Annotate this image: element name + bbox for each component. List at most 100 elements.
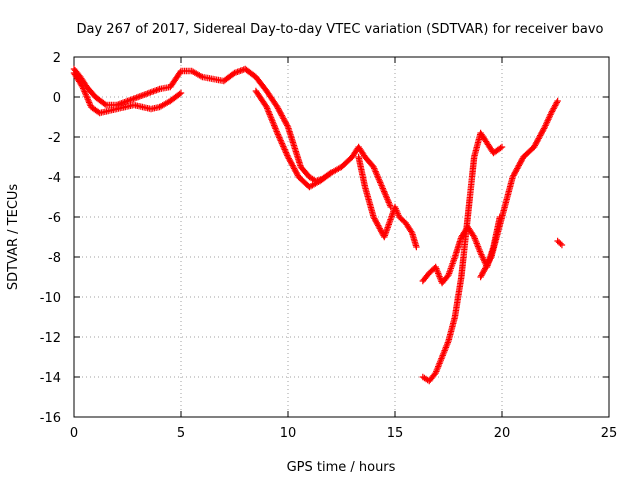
x-tick-labels: 0 5 10 15 20 25: [70, 426, 617, 441]
data-point-interp: [538, 129, 545, 136]
data-point-interp: [197, 72, 205, 80]
data-point-interp: [485, 259, 492, 266]
data-point-interp: [514, 163, 522, 171]
data-point-interp: [280, 116, 288, 124]
data-point-interp: [269, 117, 276, 124]
data-point: [477, 273, 484, 281]
data-point-interp: [553, 99, 561, 106]
data-point-interp: [485, 258, 493, 265]
data-point-interp: [265, 109, 273, 117]
data-point-interp: [266, 111, 273, 118]
data-point-interp: [376, 225, 383, 232]
y-axis-title: SDTVAR / TECUs: [6, 184, 21, 291]
y-tick-label: -8: [48, 251, 61, 266]
data-point-interp: [290, 165, 298, 172]
data-point-interp: [481, 265, 489, 272]
data-point-interp: [287, 159, 295, 166]
data-point-interp: [280, 143, 287, 150]
data-point-interp: [278, 112, 286, 119]
x-tick-label: 10: [280, 426, 297, 441]
x-axis-title: GPS time / hours: [287, 460, 396, 475]
data-point-interp: [291, 166, 299, 174]
data-point-interp: [276, 135, 284, 143]
data-point-interp: [514, 165, 521, 172]
data-point-interp: [534, 136, 542, 144]
data-point-interp: [533, 139, 540, 146]
data-point-interp: [484, 260, 491, 268]
data-point-interp: [262, 102, 269, 109]
data-point: [554, 97, 561, 105]
data-point-interp: [512, 168, 519, 175]
data-point-interp: [482, 263, 490, 271]
data-point-interp: [281, 118, 289, 125]
data-point-interp: [293, 170, 301, 178]
data-point: [530, 143, 538, 151]
data-point-interp: [532, 140, 539, 148]
data-point-interp: [478, 270, 486, 278]
x-tick-label: 5: [177, 426, 185, 441]
data-point-interp: [290, 163, 297, 171]
data-point-interp: [408, 228, 415, 235]
y-tick-label: -14: [40, 371, 61, 386]
data-point-interp: [481, 266, 488, 274]
data-point-interp: [268, 116, 275, 123]
data-point-interp: [373, 219, 380, 226]
x-tick-label: 25: [601, 426, 618, 441]
chart-title: Day 267 of 2017, Sidereal Day-to-day VTE…: [77, 22, 604, 37]
data-point-interp: [478, 272, 485, 279]
data-point: [370, 213, 377, 221]
data-point-interp: [285, 155, 292, 162]
data-point-interp: [278, 138, 285, 146]
y-tick-label: -16: [40, 411, 61, 426]
data-point: [413, 243, 420, 251]
data-point: [177, 89, 185, 97]
data-point-interp: [275, 106, 283, 114]
data-point-interp: [265, 108, 272, 115]
data-point-interp: [288, 160, 296, 168]
data-point-interp: [280, 115, 287, 122]
x-tick-label: 20: [494, 426, 511, 441]
data-point-interp: [264, 105, 271, 112]
data-point-interp: [513, 166, 520, 174]
y-tick-label: -6: [48, 211, 61, 226]
data-point-interp: [487, 255, 494, 262]
data-point-interp: [287, 158, 294, 165]
axis-ticks: [73, 56, 610, 418]
data-point-interp: [272, 126, 280, 134]
data-points: [70, 65, 566, 385]
grid-lines: [74, 57, 609, 417]
data-point-interp: [293, 169, 300, 176]
data-point-interp: [511, 170, 518, 178]
data-point-interp: [326, 170, 333, 178]
data-point-interp: [540, 126, 547, 134]
data-point-interp: [518, 156, 526, 164]
data-point-interp: [536, 133, 543, 141]
data-point-interp: [272, 125, 279, 132]
y-tick-label: -2: [48, 131, 61, 146]
data-point-interp: [280, 144, 288, 152]
data-point-interp: [374, 222, 382, 229]
data-point-interp: [533, 138, 541, 145]
data-point-interp: [264, 106, 272, 114]
data-point-interp: [497, 144, 504, 152]
y-tick-label: -10: [40, 291, 61, 306]
data-point-interp: [510, 172, 517, 179]
data-point-interp: [270, 122, 278, 129]
data-point-interp: [279, 141, 286, 149]
plot-frame: [73, 56, 610, 418]
data-point-interp: [375, 223, 383, 231]
data-point-interp: [540, 125, 548, 132]
data-point-interp: [282, 149, 290, 156]
data-point-interp: [486, 256, 493, 264]
data-point-interp: [517, 159, 524, 166]
data-point-interp: [277, 109, 284, 116]
data-point-interp: [176, 90, 183, 98]
data-point-interp: [276, 134, 283, 141]
data-point-interp: [275, 132, 282, 140]
data-point-interp: [274, 105, 282, 112]
data-point-interp: [515, 162, 523, 169]
data-point-interp: [378, 228, 385, 235]
data-point: [284, 153, 292, 161]
data-point-interp: [371, 215, 378, 222]
